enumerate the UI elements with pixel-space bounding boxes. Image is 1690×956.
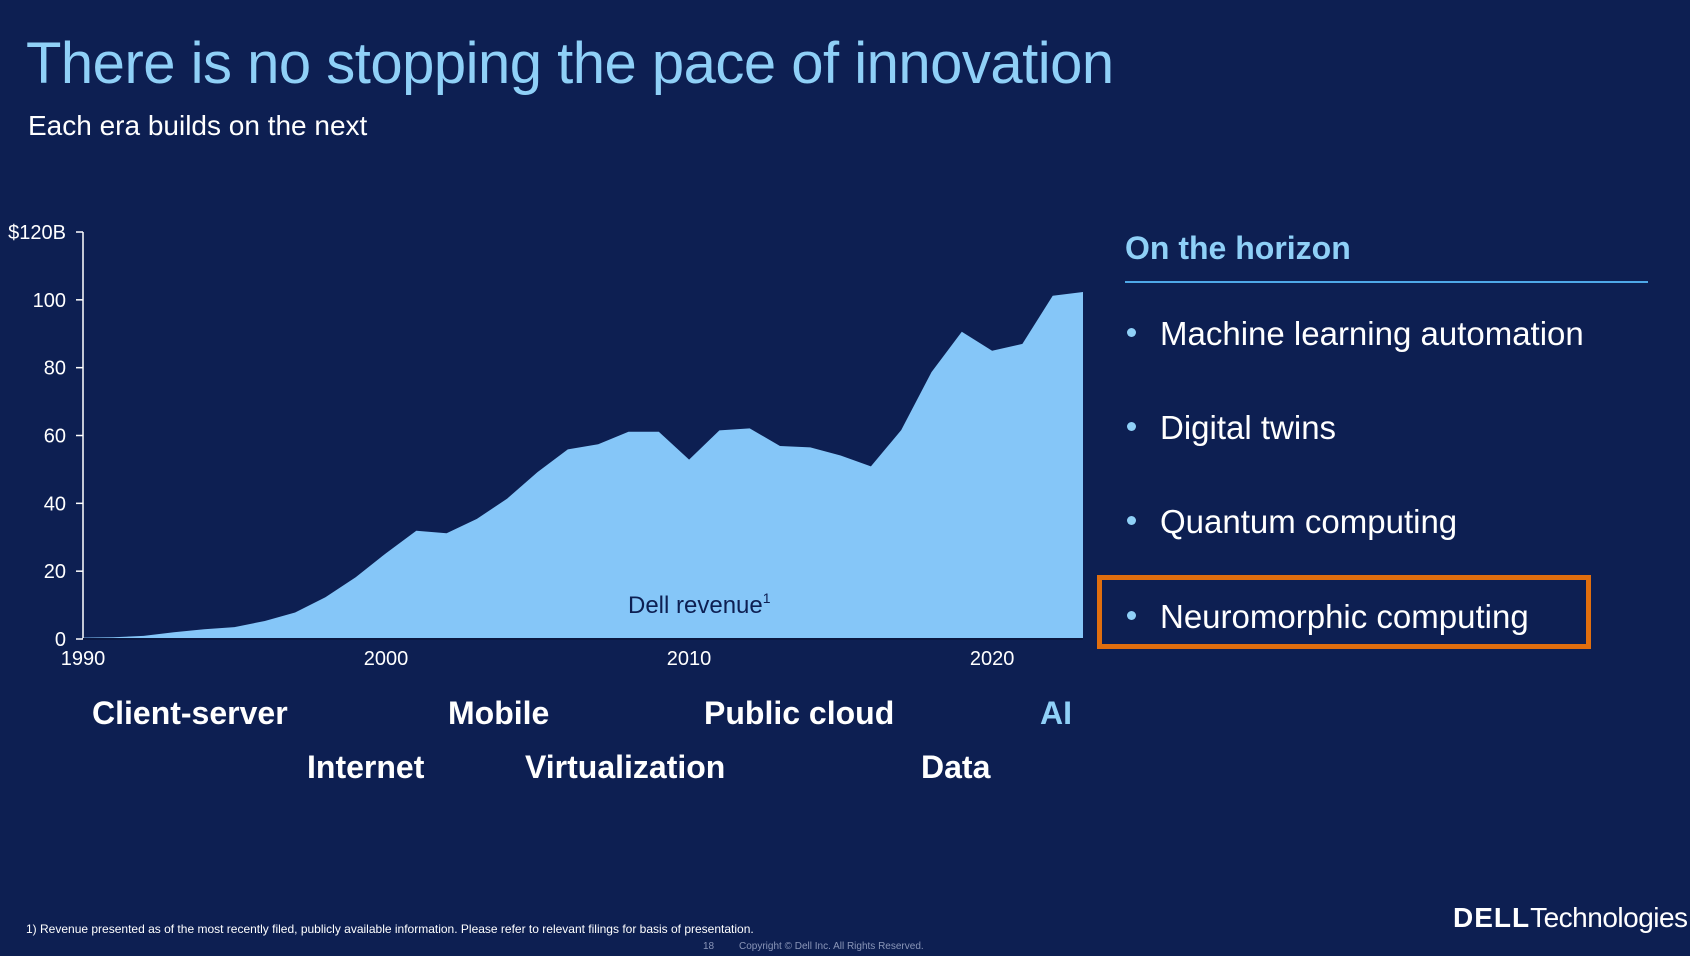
bullet-icon xyxy=(1127,327,1136,337)
horizon-item-label: Neuromorphic computing xyxy=(1160,598,1529,635)
y-tick-label: 100 xyxy=(33,290,66,312)
x-tick-label: 1990 xyxy=(61,648,106,670)
horizon-item-quantum-computing: Quantum computing xyxy=(1125,503,1457,541)
era-mobile: Mobile xyxy=(448,695,550,731)
era-client-server: Client-server xyxy=(92,695,288,731)
bullet-icon xyxy=(1127,421,1136,431)
y-tick-label: $120B xyxy=(8,222,66,244)
era-internet: Internet xyxy=(307,749,425,785)
logo-brand: DELL xyxy=(1453,902,1531,933)
slide-title: There is no stopping the pace of innovat… xyxy=(26,31,1114,96)
series-label: Dell revenue1 xyxy=(628,590,771,619)
revenue-area xyxy=(83,292,1083,639)
horizon-item-label: Machine learning automation xyxy=(1160,315,1584,352)
slide-subtitle: Each era builds on the next xyxy=(28,110,368,141)
era-ai: AI xyxy=(1040,695,1072,731)
horizon-item-neuromorphic-computing: Neuromorphic computing xyxy=(1125,598,1529,636)
horizon-title: On the horizon xyxy=(1125,230,1648,283)
era-labels: Client-server Internet Mobile Virtualiza… xyxy=(0,695,1120,795)
y-tick-label: 40 xyxy=(44,493,66,515)
x-tick-label: 2020 xyxy=(970,648,1015,670)
horizon-item-label: Quantum computing xyxy=(1160,503,1458,540)
horizon-item-machine-learning: Machine learning automation xyxy=(1125,315,1584,353)
era-data: Data xyxy=(921,749,991,785)
copyright: Copyright © Dell Inc. All Rights Reserve… xyxy=(739,941,924,952)
y-tick-label: 0 xyxy=(55,629,66,651)
revenue-area-chart: 0 20 40 60 80 100 $120B 1990 2000 2010 2020 Dell re… xyxy=(8,222,1083,670)
x-tick-label: 2000 xyxy=(364,648,409,670)
bullet-icon xyxy=(1127,515,1136,525)
dell-technologies-logo: DELLTechnologies xyxy=(1453,902,1688,934)
x-tick-label: 2010 xyxy=(667,648,712,670)
bullet-icon xyxy=(1127,610,1136,620)
logo-suffix: Technologies xyxy=(1530,902,1688,933)
era-public-cloud: Public cloud xyxy=(704,695,895,731)
highlight-box xyxy=(1097,575,1591,649)
page-number: 18 xyxy=(703,941,715,952)
horizon-item-label: Digital twins xyxy=(1160,409,1337,446)
horizon-panel: On the horizon Machine learning automati… xyxy=(1125,230,1648,635)
era-virtualization: Virtualization xyxy=(525,749,726,785)
y-tick-label: 20 xyxy=(44,561,66,583)
series-label-superscript: 1 xyxy=(763,590,771,606)
y-tick-label: 60 xyxy=(44,426,66,448)
footnote: 1) Revenue presented as of the most rece… xyxy=(26,922,754,936)
horizon-item-digital-twins: Digital twins xyxy=(1125,409,1336,447)
y-tick-label: 80 xyxy=(44,358,66,380)
